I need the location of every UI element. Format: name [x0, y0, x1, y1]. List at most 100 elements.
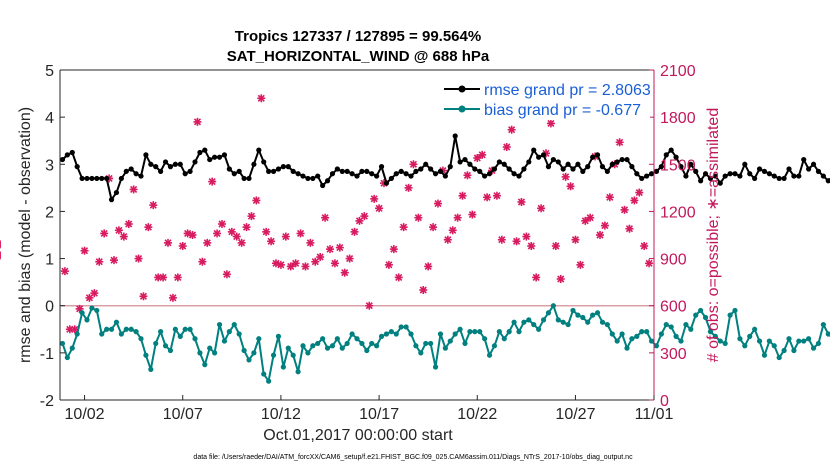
obs-count-marker [311, 257, 320, 266]
obs-count-marker [409, 160, 418, 169]
bias-point [511, 319, 517, 325]
y-tick-label-left: 1 [45, 252, 54, 269]
bias-point [280, 364, 286, 370]
rmse-point [148, 161, 154, 167]
obs-count-marker [605, 193, 614, 202]
bias-point [378, 333, 385, 339]
obs-count-marker [80, 246, 89, 255]
bias-point [374, 343, 380, 349]
legend-rmse-label: rmse grand pr = 2.8063 [484, 82, 651, 99]
rmse-point [79, 175, 85, 182]
bias-point [825, 331, 830, 337]
legend-bias-label: bias grand pr = -0.677 [484, 102, 641, 119]
rmse-point [295, 171, 301, 177]
obs-count-marker [90, 289, 99, 298]
rmse-point [89, 175, 95, 182]
bias-point [108, 326, 115, 332]
rmse-point [197, 149, 203, 156]
rmse-point [374, 173, 380, 179]
rmse-point [123, 168, 129, 174]
rmse-point [442, 173, 448, 179]
bias-point [285, 345, 291, 351]
legend: rmse grand pr = 2.8063 bias grand pr = -… [440, 76, 651, 120]
rmse-point [825, 178, 830, 184]
bias-point [678, 338, 684, 344]
obs-count-marker [144, 223, 153, 232]
x-tick-label: 11/01 [635, 406, 674, 423]
bias-point [369, 340, 375, 347]
bias-point [648, 338, 655, 344]
bias-point [413, 343, 419, 349]
obs-count-marker [335, 243, 344, 252]
bias-point [442, 345, 448, 351]
bias-point [266, 378, 272, 384]
bias-point [756, 338, 763, 344]
bias-point [565, 321, 571, 328]
obs-count-marker [443, 235, 452, 244]
bias-point [545, 310, 552, 316]
rmse-point [266, 168, 272, 174]
x-tick-label: 10/22 [457, 406, 497, 423]
bias-point [300, 343, 306, 349]
obs-count-marker [571, 235, 580, 244]
rmse-point [383, 180, 390, 186]
rmse-point [565, 161, 571, 167]
bias-point [447, 338, 453, 344]
bias-point [216, 321, 223, 328]
obs-count-marker [301, 262, 310, 271]
rmse-point [540, 152, 547, 158]
bias-point [555, 317, 561, 323]
rmse-point [580, 168, 586, 174]
rmse-point [516, 173, 522, 179]
rmse-point [766, 171, 772, 177]
rmse-point [550, 156, 556, 163]
obs-count-marker [173, 273, 182, 282]
rmse-point [570, 166, 576, 172]
obs-count-marker [527, 242, 536, 250]
obs-count-marker [124, 220, 133, 228]
bias-point [727, 312, 733, 318]
bias-point [683, 321, 689, 328]
bias-point [89, 305, 95, 311]
obs-count-marker [218, 220, 226, 228]
bias-point [305, 350, 311, 356]
y-tick-label-left: 0 [45, 299, 54, 316]
rmse-point [84, 175, 90, 182]
rmse-point [678, 164, 684, 170]
x-axis-label: Oct.01,2017 00:00:00 start [263, 427, 453, 444]
rmse-point [305, 175, 311, 182]
rmse-point [280, 164, 286, 170]
bias-point [324, 345, 331, 351]
bias-point [496, 329, 502, 335]
bias-point [472, 329, 478, 335]
obs-count-marker [222, 270, 231, 279]
rmse-point [172, 161, 178, 167]
rmse-point [320, 182, 326, 189]
bias-point [516, 329, 522, 335]
rmse-point [177, 161, 183, 167]
bias-point [452, 331, 458, 337]
rmse-point [698, 178, 704, 184]
obs-count-marker [242, 223, 251, 232]
rmse-point [629, 164, 635, 170]
bias-point [796, 338, 802, 344]
obs-count-marker [375, 204, 384, 213]
rmse-point [99, 175, 105, 182]
rmse-point [167, 164, 174, 170]
bias-point [639, 329, 645, 335]
rmse-point [423, 161, 429, 167]
rmse-point [658, 164, 664, 170]
bias-point [118, 331, 124, 337]
obs-count-marker [129, 185, 138, 194]
rmse-point [378, 164, 385, 170]
rmse-point [737, 173, 743, 179]
rmse-point [594, 152, 601, 158]
bias-point [94, 307, 100, 314]
rmse-point [104, 175, 110, 182]
rmse-point [810, 161, 817, 167]
bias-point [747, 333, 753, 339]
bias-point [270, 352, 277, 358]
bias-point [418, 350, 424, 356]
bias-point [128, 326, 134, 332]
rmse-point [702, 171, 709, 177]
